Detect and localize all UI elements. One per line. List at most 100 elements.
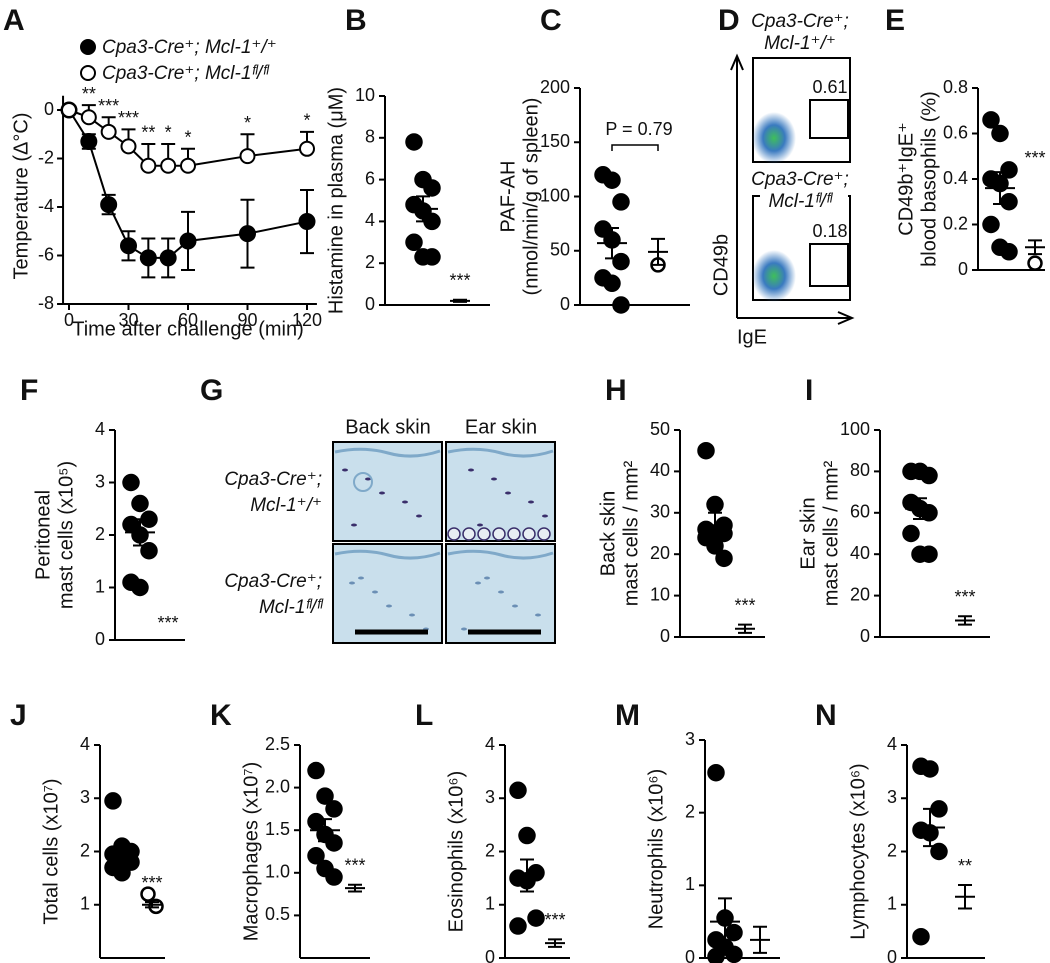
- data-point: [1000, 193, 1018, 211]
- cell: [535, 613, 541, 617]
- y-tick-label: 6: [365, 168, 375, 188]
- y-axis-label: PAF-AH: [497, 161, 519, 233]
- data-point: [179, 232, 197, 250]
- sem-bar: [708, 511, 722, 539]
- data-point: [612, 296, 630, 314]
- data-point: [298, 213, 316, 231]
- cell: [416, 514, 422, 518]
- cell: [498, 590, 504, 594]
- sem-bar: [416, 195, 430, 223]
- data-point: [120, 237, 137, 255]
- legend-marker: [80, 39, 96, 55]
- sem-bar: [913, 497, 927, 521]
- significance: ***: [1024, 148, 1045, 168]
- data-point: [325, 834, 343, 852]
- y-tick-label: 2.0: [265, 776, 290, 796]
- data-point: [1000, 243, 1018, 261]
- panel-letter: H: [605, 374, 627, 407]
- data-point: [239, 225, 256, 243]
- sem-bar: [718, 897, 732, 946]
- data-point: [100, 123, 117, 140]
- sem-bar: [520, 858, 534, 893]
- cell: [351, 523, 357, 527]
- sem-bar: [453, 298, 467, 303]
- sem-bar: [145, 901, 159, 909]
- y-tick-label: 2: [365, 252, 375, 272]
- data-point: [518, 826, 536, 845]
- sem-bar: [738, 623, 752, 634]
- y-tick-label: 0: [860, 626, 870, 646]
- y-tick-label: 1.0: [265, 862, 290, 882]
- data-point: [603, 274, 621, 293]
- y-tick-label: 40: [650, 460, 670, 480]
- cell: [379, 491, 385, 495]
- y-tick-label: 2: [685, 801, 695, 821]
- cell: [477, 523, 483, 527]
- data-point: [1000, 161, 1018, 179]
- y-axis-label: mast cells / mm²: [820, 460, 842, 606]
- data-point: [921, 760, 939, 778]
- gate: [809, 243, 849, 287]
- significance: ***: [98, 96, 119, 116]
- micrograph: [445, 543, 556, 644]
- y-tick-label: 0: [485, 947, 495, 963]
- y-tick-label: 60: [850, 502, 870, 522]
- data-point: [307, 812, 325, 831]
- cell: [409, 613, 415, 617]
- sem-bar: [651, 237, 665, 266]
- data-point: [104, 792, 122, 810]
- y-axis-label: Macrophages (x10⁷): [240, 762, 262, 942]
- y-axis-label: Temperature (Δ°C): [10, 113, 32, 280]
- significance: ***: [449, 271, 470, 291]
- y-tick-label: 150: [540, 131, 570, 151]
- y-tick-label: -6: [38, 244, 54, 264]
- data-point: [509, 781, 527, 800]
- sem-bar: [958, 884, 972, 910]
- panel-letter: I: [805, 374, 813, 407]
- significance: *: [303, 111, 310, 131]
- data-point: [423, 179, 441, 197]
- significance: *: [184, 128, 191, 148]
- y-tick-label: 30: [650, 502, 670, 522]
- x-tick-label: 60: [178, 310, 198, 330]
- y-tick-label: 50: [650, 419, 670, 439]
- plot-title: Cpa3-Cre⁺;: [751, 11, 849, 32]
- row-label: Mcl-1⁺/⁺: [250, 495, 322, 516]
- panel-letter: C: [540, 4, 562, 37]
- micrograph: [332, 543, 443, 644]
- cell: [528, 500, 534, 504]
- sem-bar: [348, 883, 362, 893]
- y-axis-label: Neutrophils (x10⁶): [645, 769, 667, 930]
- cell: [491, 477, 497, 481]
- data-point: [612, 252, 630, 271]
- adipocyte: [522, 527, 536, 541]
- data-point: [61, 102, 77, 118]
- row-label: Cpa3-Cre⁺;: [224, 571, 322, 592]
- legend-label: Cpa3-Cre⁺; Mcl-1ᶠˡ/ᶠˡ: [102, 63, 270, 84]
- sem-bar: [318, 818, 332, 843]
- data-point: [405, 233, 423, 252]
- y-tick-label: 3: [80, 787, 90, 807]
- row-label: Cpa3-Cre⁺;: [224, 469, 322, 490]
- data-point: [930, 842, 948, 861]
- y-tick-label: 100: [840, 419, 870, 439]
- y-tick-label: 0: [887, 947, 897, 963]
- data-point: [160, 157, 177, 174]
- sem-bar: [993, 171, 1007, 206]
- y-axis-label: Total cells (x10⁷): [40, 778, 62, 924]
- data-point: [509, 917, 527, 935]
- cell: [461, 627, 467, 631]
- y-tick-label: 1.5: [265, 819, 290, 839]
- y-tick-label: 20: [650, 543, 670, 563]
- y-tick-label: 1: [95, 576, 105, 596]
- bracket: [611, 144, 659, 151]
- y-tick-label: -4: [38, 196, 54, 216]
- column-label: Ear skin: [465, 416, 537, 438]
- data-point: [122, 473, 140, 492]
- y-tick-label: 0: [958, 259, 968, 279]
- y-tick-label: 2: [80, 840, 90, 860]
- y-tick-label: 1: [485, 894, 495, 914]
- data-point: [725, 945, 743, 963]
- data-point: [612, 193, 630, 211]
- data-point: [139, 249, 157, 267]
